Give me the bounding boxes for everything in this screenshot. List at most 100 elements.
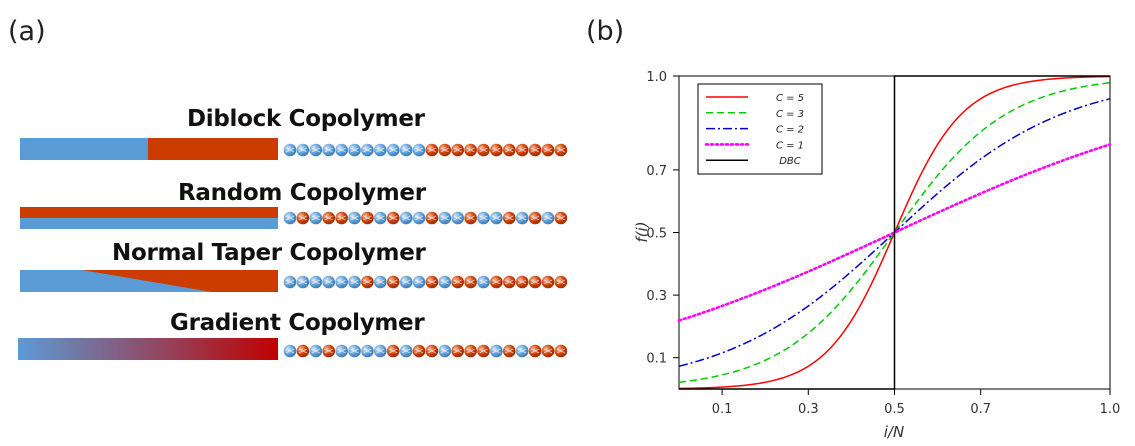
- bead-red: [425, 211, 439, 225]
- bead-blue: [322, 143, 336, 157]
- taper-title: Normal Taper Copolymer: [112, 240, 426, 266]
- bead-red: [541, 143, 555, 157]
- bead-red: [425, 275, 439, 289]
- series-line-dbc: [679, 75, 1110, 390]
- bead-blue: [309, 143, 323, 157]
- bead-red: [515, 143, 529, 157]
- bead-blue: [348, 211, 361, 225]
- bead-red: [386, 211, 400, 225]
- bead-red: [296, 211, 310, 225]
- bead-blue: [348, 275, 361, 289]
- bead-red: [451, 275, 465, 289]
- bead-blue: [283, 143, 297, 157]
- legend-label: C = 1: [776, 140, 804, 151]
- bead-red: [451, 344, 465, 358]
- bead-blue: [335, 275, 348, 289]
- y-tick-label: 0.7: [646, 164, 667, 179]
- bead-blue: [309, 275, 323, 289]
- gradient-bar: [18, 338, 278, 360]
- bead-blue: [438, 344, 452, 358]
- x-tick-label: 0.1: [712, 402, 733, 417]
- chart-legend: C = 5 C = 3 C = 2 C = 1 DBC: [697, 83, 823, 175]
- bead-red: [425, 143, 439, 157]
- bead-blue: [335, 143, 348, 157]
- bead-blue: [322, 275, 336, 289]
- y-tick-label: 0.3: [646, 289, 667, 304]
- copolymer-diagram: [18, 138, 568, 360]
- bead-blue: [412, 143, 426, 157]
- bead-blue: [399, 344, 413, 358]
- bead-blue: [399, 275, 413, 289]
- bead-red: [322, 344, 336, 358]
- y-tick-label: 0.1: [646, 352, 667, 367]
- bead-red: [477, 143, 490, 157]
- panel-a-label: (a): [8, 16, 46, 47]
- diblock-bar-blue: [20, 138, 148, 160]
- bead-blue: [283, 344, 297, 358]
- y-tick-label: 1.0: [646, 70, 667, 85]
- bead-red: [528, 143, 542, 157]
- bead-red: [464, 211, 477, 225]
- panel-b-label: (b): [586, 16, 625, 47]
- bead-blue: [374, 344, 387, 358]
- bead-red: [515, 275, 529, 289]
- bead-red: [541, 275, 555, 289]
- bead-red: [554, 143, 568, 157]
- bead-red: [477, 344, 490, 358]
- diblock-bar-red: [148, 138, 278, 160]
- legend-label: C = 3: [776, 109, 804, 120]
- bead-blue: [490, 211, 503, 225]
- bead-red: [386, 344, 400, 358]
- bead-red: [296, 344, 310, 358]
- y-tick-label: 0.5: [646, 227, 667, 242]
- bead-red: [554, 275, 568, 289]
- bead-red: [425, 344, 439, 358]
- bead-blue: [296, 275, 310, 289]
- bead-red: [528, 211, 542, 225]
- bead-blue: [374, 275, 387, 289]
- bead-blue: [309, 211, 323, 225]
- random-title: Random Copolymer: [178, 180, 426, 206]
- bead-blue: [477, 211, 490, 225]
- bead-blue: [283, 211, 297, 225]
- bead-red: [464, 275, 477, 289]
- bead-red: [451, 143, 465, 157]
- random-bar-red: [20, 207, 278, 218]
- bead-blue: [296, 143, 310, 157]
- bead-red: [464, 143, 477, 157]
- bead-blue: [348, 344, 361, 358]
- legend-label: DBC: [779, 156, 801, 167]
- bead-blue: [335, 344, 348, 358]
- bead-red: [503, 143, 516, 157]
- legend-label: C = 2: [776, 125, 804, 136]
- bead-red: [490, 143, 503, 157]
- bead-blue: [374, 211, 387, 225]
- bead-blue: [386, 143, 400, 157]
- bead-red: [386, 275, 400, 289]
- bead-blue: [283, 275, 297, 289]
- bead-red: [528, 344, 542, 358]
- bead-blue: [438, 211, 452, 225]
- bead-blue: [361, 344, 374, 358]
- bead-red: [361, 275, 374, 289]
- bead-blue: [541, 211, 555, 225]
- bead-blue: [399, 211, 413, 225]
- bead-red: [503, 344, 516, 358]
- diblock-title: Diblock Copolymer: [187, 106, 425, 132]
- bead-red: [335, 211, 348, 225]
- bead-blue: [374, 143, 387, 157]
- bead-red: [490, 275, 503, 289]
- bead-blue: [348, 143, 361, 157]
- bead-red: [554, 211, 568, 225]
- bead-blue: [515, 211, 529, 225]
- bead-red: [541, 344, 555, 358]
- bead-blue: [399, 143, 413, 157]
- bead-red: [361, 211, 374, 225]
- y-axis-label: f(i): [633, 221, 651, 242]
- bead-blue: [451, 211, 465, 225]
- bead-blue: [361, 143, 374, 157]
- random-bar-blue: [20, 218, 278, 229]
- bead-red: [412, 344, 426, 358]
- x-tick-label: 1.0: [1100, 402, 1121, 417]
